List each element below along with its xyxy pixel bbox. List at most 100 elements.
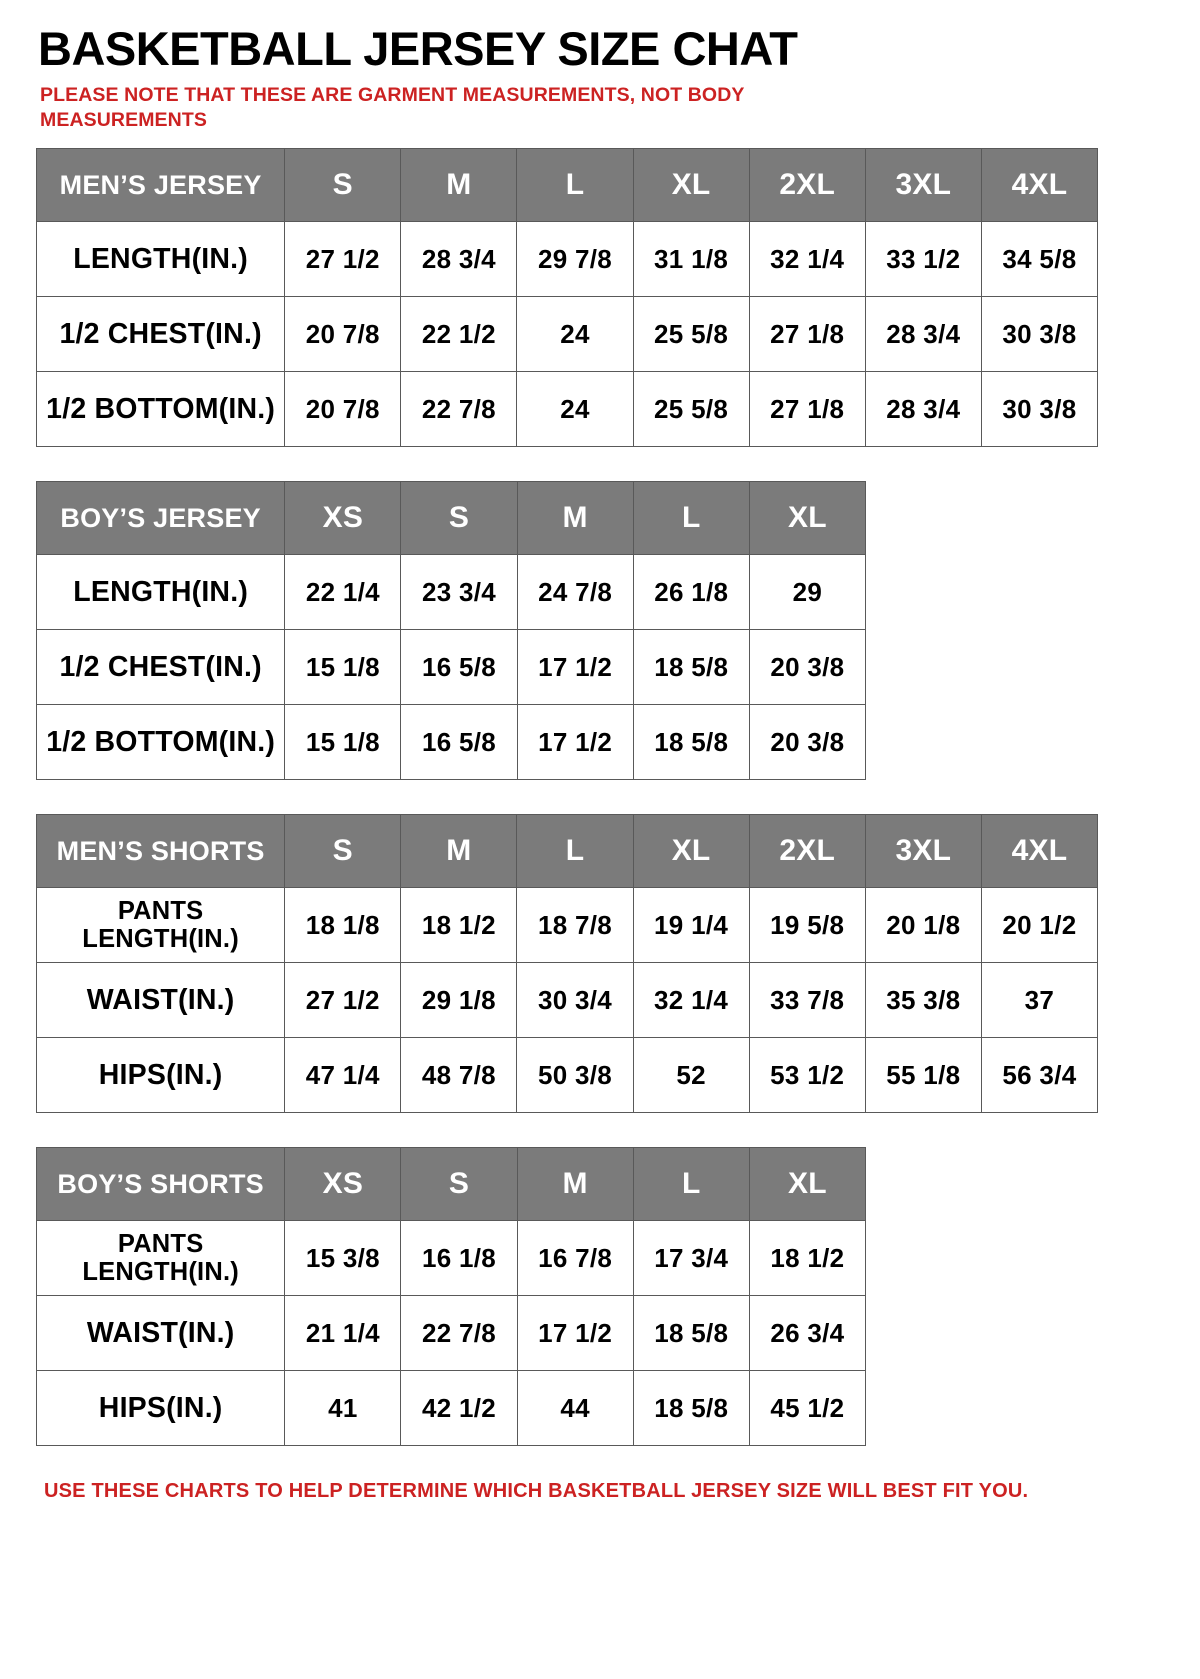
- column-header-xs: XS: [284, 481, 402, 556]
- column-header-4xl: 4XL: [980, 148, 1099, 223]
- measurement-cell: 17 1/2: [516, 1295, 634, 1372]
- size-tables-container: MEN’S JERSEY S M L XL 2XL 3XL 4XL LENGTH(IN.) 27 …: [26, 148, 1174, 1447]
- measurement-cell: 15 1/8: [284, 704, 402, 781]
- measurement-cell: 20 7/8: [284, 371, 402, 448]
- measurement-cell: 21 1/4: [284, 1295, 402, 1372]
- row-label: 1/2 CHEST(IN.): [35, 629, 286, 706]
- measurement-cell: 26 3/4: [748, 1295, 867, 1372]
- table-header-row: MEN’S JERSEY S M L XL 2XL 3XL 4XL: [35, 148, 1099, 223]
- measurement-cell: 47 1/4: [284, 1037, 402, 1114]
- measurement-cell: 33 7/8: [748, 962, 866, 1039]
- measurement-cell: 48 7/8: [400, 1037, 518, 1114]
- measurement-cell: 24: [516, 296, 634, 373]
- measurement-cell: 35 3/8: [864, 962, 982, 1039]
- measurement-cell: 18 5/8: [632, 1295, 750, 1372]
- measurement-cell: 16 5/8: [400, 704, 518, 781]
- column-header-2xl: 2XL: [748, 814, 866, 889]
- column-header-s: S: [284, 148, 402, 223]
- column-header-l: L: [632, 481, 750, 556]
- measurement-cell: 44: [516, 1370, 634, 1447]
- measurement-cell: 34 5/8: [980, 221, 1099, 298]
- measurement-cell: 55 1/8: [864, 1037, 982, 1114]
- measurement-cell: 20 3/8: [748, 704, 867, 781]
- column-header-s: S: [284, 814, 402, 889]
- measurement-cell: 26 1/8: [632, 554, 750, 631]
- measurement-cell: 20 1/2: [980, 887, 1099, 964]
- measurement-cell: 20 7/8: [284, 296, 402, 373]
- row-label: PANTS LENGTH(IN.): [35, 887, 286, 964]
- row-label: LENGTH(IN.): [35, 554, 286, 631]
- measurement-cell: 18 7/8: [516, 887, 634, 964]
- column-header-m: M: [400, 814, 518, 889]
- column-header-m: M: [516, 481, 634, 556]
- row-label-line: PANTS: [117, 1230, 204, 1259]
- row-label-line: PANTS: [117, 897, 204, 926]
- column-header-3xl: 3XL: [864, 148, 982, 223]
- column-header-m: M: [516, 1147, 634, 1222]
- page-title: BASKETBALL JERSEY SIZE CHAT: [38, 22, 798, 75]
- measurement-cell: 17 1/2: [516, 629, 634, 706]
- measurement-cell: 25 5/8: [632, 371, 750, 448]
- row-label: 1/2 BOTTOM(IN.): [35, 371, 286, 448]
- row-label: WAIST(IN.): [35, 962, 286, 1039]
- measurement-cell: 15 3/8: [284, 1220, 402, 1297]
- column-header-3xl: 3XL: [864, 814, 982, 889]
- footer-note: USE THESE CHARTS TO HELP DETERMINE WHICH…: [44, 1480, 1029, 1503]
- measurement-cell: 17 1/2: [516, 704, 634, 781]
- table-header-row: MEN’S SHORTS S M L XL 2XL 3XL 4XL: [35, 814, 1099, 889]
- measurement-cell: 16 5/8: [400, 629, 518, 706]
- measurement-cell: 33 1/2: [864, 221, 982, 298]
- column-header-l: L: [516, 148, 634, 223]
- measurement-cell: 18 1/2: [400, 887, 518, 964]
- measurement-cell: 31 1/8: [632, 221, 750, 298]
- column-header-l: L: [516, 814, 634, 889]
- table-row: 1/2 BOTTOM(IN.) 20 7/8 22 7/8 24 25 5/8 27 1/…: [35, 371, 1099, 448]
- measurement-cell: 56 3/4: [980, 1037, 1099, 1114]
- column-header-xl: XL: [632, 148, 750, 223]
- table-row: WAIST(IN.) 27 1/2 29 1/8 30 3/4 32 1/4 33 7/8…: [35, 962, 1099, 1039]
- row-label: 1/2 BOTTOM(IN.): [35, 704, 286, 781]
- measurement-cell: 20 3/8: [748, 629, 867, 706]
- measurement-cell: 24 7/8: [516, 554, 634, 631]
- measurement-cell: 28 3/4: [400, 221, 518, 298]
- table-header-row: BOY’S SHORTS XS S M L XL: [35, 1147, 867, 1222]
- measurement-cell: 23 3/4: [400, 554, 518, 631]
- table-row: HIPS(IN.) 47 1/4 48 7/8 50 3/8 52 53 1/2 55 1/…: [35, 1037, 1099, 1114]
- row-label: WAIST(IN.): [35, 1295, 286, 1372]
- table-header-row: BOY’S JERSEY XS S M L XL: [35, 481, 867, 556]
- measurement-cell: 29 1/8: [400, 962, 518, 1039]
- column-header-2xl: 2XL: [748, 148, 866, 223]
- measurement-cell: 27 1/8: [748, 371, 866, 448]
- table-corner-label: BOY’S SHORTS: [35, 1147, 286, 1222]
- table-row: WAIST(IN.) 21 1/4 22 7/8 17 1/2 18 5/8 26 3/4: [35, 1295, 867, 1372]
- garment-measurement-note: PLEASE NOTE THAT THESE ARE GARMENT MEASU…: [40, 83, 745, 132]
- measurement-cell: 16 7/8: [516, 1220, 634, 1297]
- measurement-cell: 16 1/8: [400, 1220, 518, 1297]
- row-label-line: LENGTH(IN.): [82, 1258, 239, 1287]
- row-label: PANTS LENGTH(IN.): [35, 1220, 286, 1297]
- column-header-s: S: [400, 481, 518, 556]
- measurement-cell: 29: [748, 554, 867, 631]
- measurement-cell: 24: [516, 371, 634, 448]
- table-corner-label: MEN’S JERSEY: [35, 148, 286, 223]
- measurement-cell: 19 5/8: [748, 887, 866, 964]
- measurement-cell: 18 5/8: [632, 1370, 750, 1447]
- table-corner-label: BOY’S JERSEY: [35, 481, 286, 556]
- measurement-cell: 20 1/8: [864, 887, 982, 964]
- measurement-cell: 22 1/2: [400, 296, 518, 373]
- table-row: PANTS LENGTH(IN.) 15 3/8 16 1/8 16 7/8 17 3/4…: [35, 1220, 867, 1297]
- measurement-cell: 32 1/4: [632, 962, 750, 1039]
- measurement-cell: 27 1/8: [748, 296, 866, 373]
- measurement-cell: 18 1/8: [284, 887, 402, 964]
- measurement-cell: 37: [980, 962, 1099, 1039]
- column-header-m: M: [400, 148, 518, 223]
- measurement-cell: 22 7/8: [400, 371, 518, 448]
- measurement-cell: 18 1/2: [748, 1220, 867, 1297]
- size-table-mens-jersey: MEN’S JERSEY S M L XL 2XL 3XL 4XL LENGTH(IN.) 27 …: [35, 148, 1099, 448]
- measurement-cell: 50 3/8: [516, 1037, 634, 1114]
- measurement-cell: 15 1/8: [284, 629, 402, 706]
- measurement-cell: 53 1/2: [748, 1037, 866, 1114]
- row-label: LENGTH(IN.): [35, 221, 286, 298]
- column-header-xl: XL: [632, 814, 750, 889]
- table-row: 1/2 CHEST(IN.) 15 1/8 16 5/8 17 1/2 18 5/8 20…: [35, 629, 867, 706]
